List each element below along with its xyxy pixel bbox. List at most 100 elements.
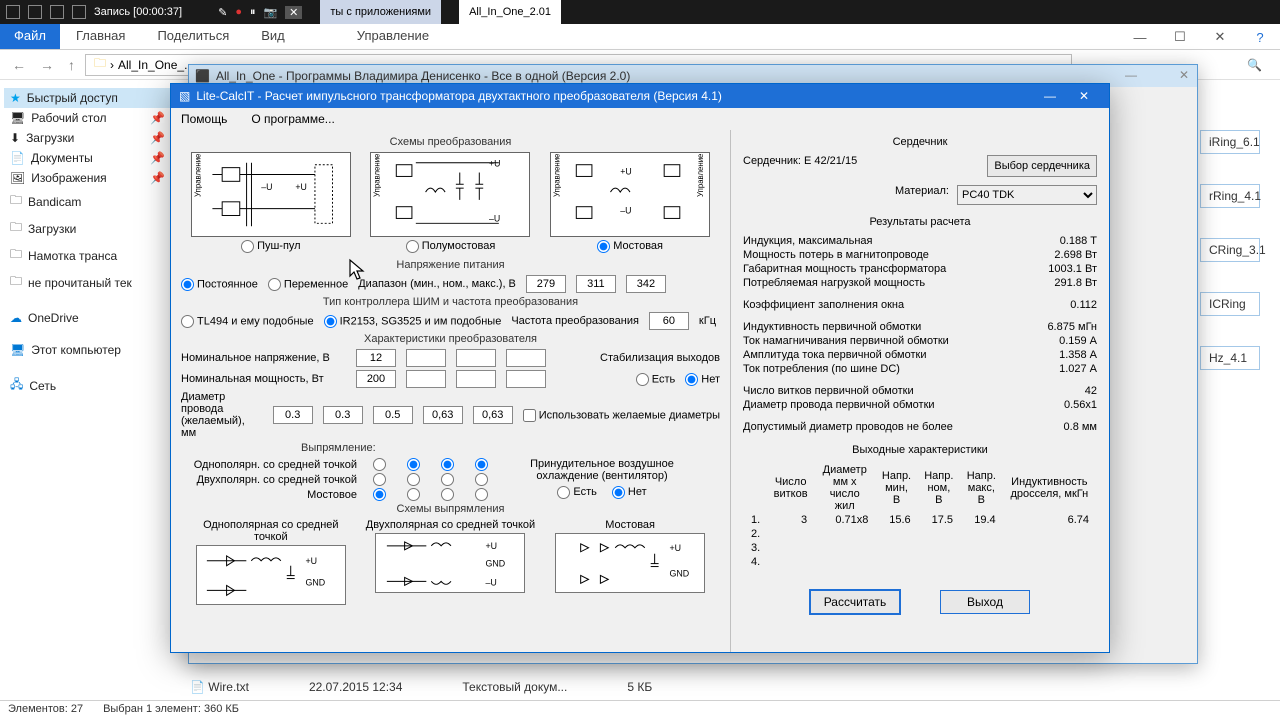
nom-p-input[interactable]: [356, 370, 396, 388]
nom-v-input[interactable]: [356, 349, 396, 367]
search-icon[interactable]: 🔍: [1247, 58, 1262, 72]
file-row[interactable]: 📄 Wire.txt 22.07.2015 12:34 Текстовый до…: [190, 676, 1260, 698]
scheme-radio-pushpull[interactable]: Пуш-пул: [241, 240, 301, 252]
close-button[interactable]: ✕: [1067, 89, 1101, 103]
material-select[interactable]: PC40 TDK: [957, 185, 1097, 205]
nom-p-input-2[interactable]: [406, 370, 446, 388]
record-icon[interactable]: ●: [235, 6, 242, 18]
rect-radio[interactable]: [435, 473, 460, 486]
freq-input[interactable]: [649, 312, 689, 330]
fan-no-radio[interactable]: Нет: [612, 486, 647, 498]
help-icon[interactable]: ?: [1240, 24, 1280, 50]
maximize-button[interactable]: ☐: [1160, 24, 1200, 50]
sidebar-downloads[interactable]: ⬇Загрузки📌: [4, 128, 171, 148]
sidebar-pictures[interactable]: 🖼Изображения📌: [4, 168, 171, 188]
v-min-input[interactable]: [526, 275, 566, 293]
v-max-input[interactable]: [626, 275, 666, 293]
forward-button[interactable]: →: [36, 57, 58, 73]
output-table: Число витков Диаметр мм x число жил Напр…: [743, 462, 1097, 570]
pause-icon[interactable]: ⏸: [250, 6, 256, 19]
voltage-alt-radio[interactable]: Переменное: [268, 278, 348, 291]
toolbar-icon: [28, 5, 42, 19]
sidebar-documents[interactable]: 📄Документы📌: [4, 148, 171, 168]
nom-v-input-2[interactable]: [406, 349, 446, 367]
d1-input[interactable]: [323, 406, 363, 424]
sidebar-onedrive[interactable]: ☁OneDrive: [4, 308, 171, 328]
up-button[interactable]: ↑: [64, 57, 79, 73]
close-button[interactable]: ✕: [1179, 68, 1189, 82]
folder-icon: 🗀: [10, 218, 22, 239]
close-button[interactable]: ✕: [1200, 24, 1240, 50]
stab-yes-radio[interactable]: Есть: [636, 373, 675, 386]
exit-button[interactable]: Выход: [940, 590, 1030, 614]
minimize-button[interactable]: —: [1120, 24, 1160, 50]
pencil-icon[interactable]: ✎: [218, 6, 227, 19]
svg-text:–U: –U: [261, 182, 272, 192]
result-value: 0.159 А: [1037, 335, 1097, 347]
sidebar-quick-access[interactable]: ★Быстрый доступ: [4, 88, 171, 108]
rect-radio[interactable]: [435, 458, 460, 471]
nom-p-input-3[interactable]: [456, 370, 496, 388]
result-value: 6.875 мГн: [1037, 321, 1097, 333]
calculate-button[interactable]: Рассчитать: [810, 590, 900, 614]
minimize-button[interactable]: —: [1125, 68, 1137, 82]
scheme-bridge: УправлениеУправление +U–U Мостовая: [545, 152, 715, 253]
nom-p-input-4[interactable]: [506, 370, 546, 388]
rect-radio[interactable]: [401, 458, 426, 471]
pwm1-radio[interactable]: TL494 и ему подобные: [181, 315, 314, 328]
rect-radio[interactable]: [367, 488, 392, 501]
toolbar-icon: [50, 5, 64, 19]
v-nom-input[interactable]: [576, 275, 616, 293]
sidebar-this-pc[interactable]: 🖥Этот компьютер: [4, 340, 171, 360]
d3-input[interactable]: [423, 406, 463, 424]
d4-input[interactable]: [473, 406, 513, 424]
rect-title: Выпрямление:: [301, 442, 720, 454]
file-item[interactable]: iRing_6.1: [1200, 130, 1260, 154]
ribbon-tab-view[interactable]: Вид: [245, 24, 301, 49]
sidebar-desktop[interactable]: 🖥Рабочий стол📌: [4, 108, 171, 128]
voltage-const-radio[interactable]: Постоянное: [181, 278, 258, 291]
browser-tab[interactable]: ты с приложениями: [320, 0, 441, 24]
d2-input[interactable]: [373, 406, 413, 424]
rect-radio[interactable]: [469, 458, 494, 471]
ribbon-tab-share[interactable]: Поделиться: [141, 24, 245, 49]
rect-radio[interactable]: [367, 458, 392, 471]
nom-v-input-3[interactable]: [456, 349, 496, 367]
nom-v-input-4[interactable]: [506, 349, 546, 367]
sidebar-folder[interactable]: 🗀Намотка транса: [4, 242, 171, 269]
sidebar-folder[interactable]: 🗀не прочитаный тек: [4, 269, 171, 296]
ribbon-tab-manage[interactable]: Управление: [341, 24, 445, 49]
menu-help[interactable]: Помощь: [181, 112, 227, 126]
rect-radio[interactable]: [367, 473, 392, 486]
stop-icon[interactable]: ✕: [285, 6, 302, 19]
file-item[interactable]: ICRing: [1200, 292, 1260, 316]
stab-no-radio[interactable]: Нет: [685, 373, 720, 386]
d0-input[interactable]: [273, 406, 313, 424]
use-diam-checkbox[interactable]: Использовать желаемые диаметры: [523, 409, 720, 422]
file-item[interactable]: CRing_3.1: [1200, 238, 1260, 262]
menu-about[interactable]: О программе...: [251, 112, 334, 126]
browser-tab[interactable]: All_In_One_2.01: [459, 0, 561, 24]
rect-radio[interactable]: [469, 488, 494, 501]
fan-yes-radio[interactable]: Есть: [557, 486, 596, 498]
camera-icon[interactable]: 📷: [263, 6, 277, 19]
rect-radio[interactable]: [469, 473, 494, 486]
file-item[interactable]: Hz_4.1: [1200, 346, 1260, 370]
rect-radio[interactable]: [401, 488, 426, 501]
file-tab[interactable]: Файл: [0, 24, 60, 49]
core-select-button[interactable]: Выбор сердечника: [987, 155, 1097, 177]
sidebar-downloads2[interactable]: 🗀Загрузки: [4, 215, 171, 242]
scheme-radio-halfbridge[interactable]: Полумостовая: [406, 240, 496, 252]
rect-radio[interactable]: [401, 473, 426, 486]
svg-text:GND: GND: [305, 577, 325, 587]
scheme-radio-bridge[interactable]: Мостовая: [597, 240, 663, 252]
path-segment[interactable]: All_In_One_...: [118, 58, 194, 72]
ribbon-tab-home[interactable]: Главная: [60, 24, 141, 49]
pwm2-radio[interactable]: IR2153, SG3525 и им подобные: [324, 315, 502, 328]
rect-radio[interactable]: [435, 488, 460, 501]
back-button[interactable]: ←: [8, 57, 30, 73]
file-item[interactable]: rRing_4.1: [1200, 184, 1260, 208]
sidebar-network[interactable]: 🖧Сеть: [4, 372, 171, 399]
minimize-button[interactable]: —: [1033, 89, 1067, 103]
sidebar-bandicam[interactable]: 🗀Bandicam: [4, 188, 171, 215]
